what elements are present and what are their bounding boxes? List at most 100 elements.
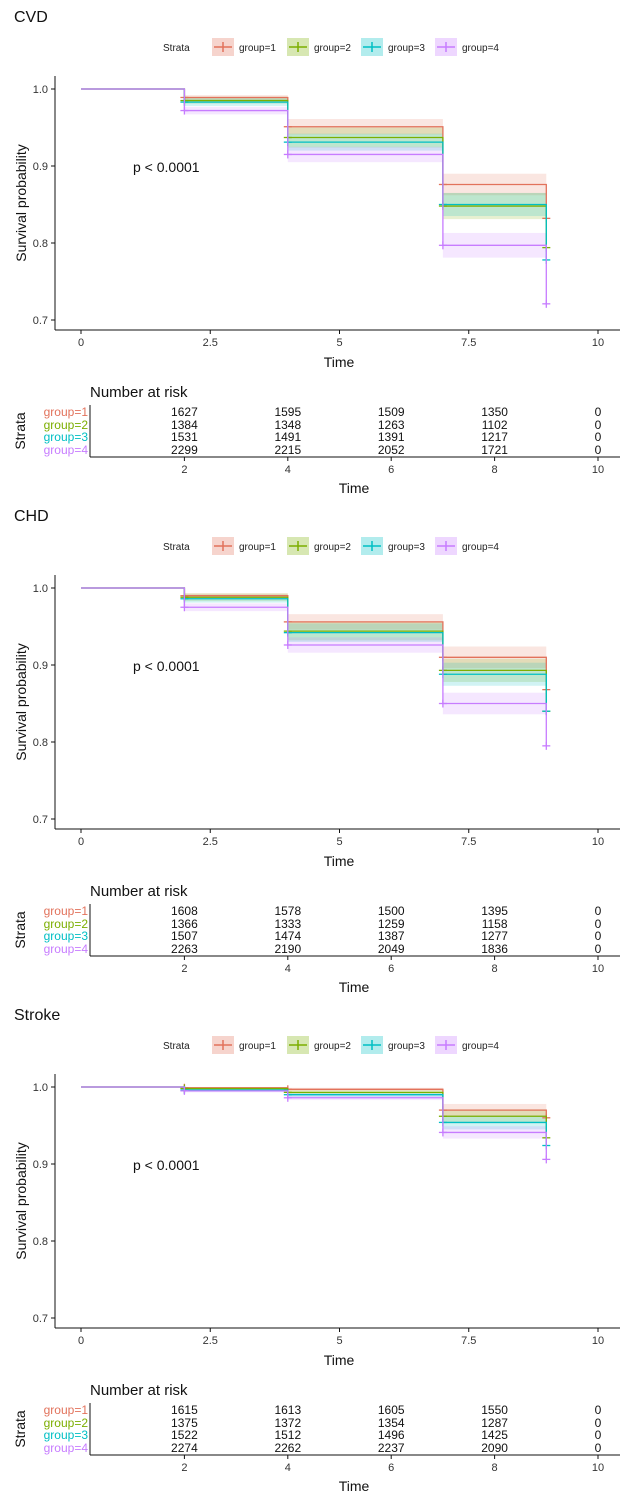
chd-risk-count: 0: [595, 904, 602, 918]
stroke-risk-count: 0: [595, 1428, 602, 1442]
cvd-risk-count: 2052: [378, 443, 405, 457]
chd-x-tick-label: 10: [592, 836, 604, 848]
chd-y-tick-label: 1.0: [33, 583, 48, 595]
chd-y-tick-label: 0.8: [33, 737, 48, 749]
stroke-risk-count: 0: [595, 1403, 602, 1417]
chd-y-axis-label: Survival probability: [13, 643, 29, 761]
chd-risk-count: 2190: [274, 942, 301, 956]
stroke-x-tick-label: 2.5: [203, 1335, 218, 1347]
cvd-censor-mark-group-4-0: [180, 106, 189, 115]
cvd-x-tick-label: 5: [336, 337, 342, 349]
stroke-censor-mark-group-4-0: [180, 1086, 189, 1095]
stroke-risk-x-tick-label: 6: [388, 1462, 394, 1474]
chd-risk-x-tick-label: 6: [388, 963, 394, 975]
chd-risk-count: 1836: [481, 942, 508, 956]
cvd-censor-mark-group-4-2: [438, 241, 447, 250]
cvd-x-tick-label: 10: [592, 337, 604, 349]
chd-legend-label-group-2: group=2: [314, 542, 351, 553]
cvd-risk-table-xlabel: Time: [339, 480, 370, 496]
stroke-x-tick-label: 10: [592, 1335, 604, 1347]
chd-p-value: p < 0.0001: [133, 658, 200, 674]
cvd-censor-mark-group-4-3: [542, 299, 551, 308]
stroke-legend-title: Strata: [163, 1041, 190, 1052]
chd-risk-row-label-group-3: group=3: [44, 929, 89, 943]
stroke-legend-item-group-2: group=2: [287, 1036, 351, 1054]
stroke-risk-x-tick-label: 2: [181, 1462, 187, 1474]
stroke-risk-count: 1613: [274, 1403, 301, 1417]
chd-legend-label-group-3: group=3: [388, 542, 425, 553]
cvd-risk-row-label-group-1: group=1: [44, 405, 89, 419]
cvd-risk-row-label-group-2: group=2: [44, 418, 89, 432]
chd-risk-count: 1259: [378, 917, 405, 931]
chd-risk-count: 1578: [274, 904, 301, 918]
chd-risk-count: 1387: [378, 929, 405, 943]
chd-censor-mark-group-4-1: [283, 640, 292, 649]
chd-censor-mark-group-4-3: [542, 741, 551, 750]
chd-risk-x-tick-label: 8: [492, 963, 498, 975]
stroke-y-tick-label: 1.0: [33, 1082, 48, 1094]
cvd-risk-count: 2299: [171, 443, 198, 457]
chd-legend-item-group-2: group=2: [287, 537, 351, 555]
stroke-legend-item-group-4: group=4: [435, 1036, 499, 1054]
stroke-x-tick-label: 7.5: [461, 1335, 476, 1347]
stroke-risk-count: 1550: [481, 1403, 508, 1417]
stroke-risk-count: 2262: [274, 1441, 301, 1455]
cvd-legend-item-group-3: group=3: [361, 38, 425, 56]
stroke-risk-count: 1496: [378, 1428, 405, 1442]
stroke-legend-label-group-4: group=4: [462, 1041, 499, 1052]
chd-risk-count: 1277: [481, 929, 508, 943]
chd-legend-label-group-1: group=1: [239, 542, 276, 553]
stroke-risk-row-label-group-2: group=2: [44, 1416, 89, 1430]
chd-risk-count: 1366: [171, 917, 198, 931]
cvd-y-tick-label: 0.9: [33, 161, 48, 173]
cvd-legend-label-group-1: group=1: [239, 43, 276, 54]
cvd-risk-x-tick-label: 10: [592, 464, 604, 476]
chd-plot-area: [81, 587, 551, 750]
cvd-legend-label-group-2: group=2: [314, 43, 351, 54]
stroke-risk-count: 1375: [171, 1416, 198, 1430]
cvd-p-value: p < 0.0001: [133, 159, 200, 175]
stroke-risk-count: 1605: [378, 1403, 405, 1417]
cvd-risk-x-tick-label: 6: [388, 464, 394, 476]
stroke-risk-count: 1425: [481, 1428, 508, 1442]
stroke-risk-count: 2274: [171, 1441, 198, 1455]
stroke-risk-count: 0: [595, 1416, 602, 1430]
chd-risk-row-label-group-1: group=1: [44, 904, 89, 918]
cvd-risk-count: 1721: [481, 443, 508, 457]
cvd-risk-count: 1509: [378, 405, 405, 419]
stroke-risk-count: 1354: [378, 1416, 405, 1430]
cvd-x-axis-label: Time: [324, 354, 355, 370]
chd-risk-x-tick-label: 10: [592, 963, 604, 975]
cvd-censor-mark-group-4-1: [283, 150, 292, 159]
stroke-risk-count: 2237: [378, 1441, 405, 1455]
cvd-legend-item-group-2: group=2: [287, 38, 351, 56]
cvd-legend-item-group-1: group=1: [212, 38, 276, 56]
chd-risk-row-label-group-4: group=4: [44, 942, 89, 956]
stroke-risk-row-label-group-4: group=4: [44, 1441, 89, 1455]
cvd-risk-count: 2215: [274, 443, 301, 457]
cvd-risk-x-tick-label: 4: [285, 464, 291, 476]
cvd-risk-count: 0: [595, 430, 602, 444]
chd-risk-count: 0: [595, 942, 602, 956]
stroke-legend-label-group-2: group=2: [314, 1041, 351, 1052]
chd-risk-table-title: Number at risk: [90, 883, 188, 900]
cvd-risk-count: 1350: [481, 405, 508, 419]
chd-y-tick-label: 0.7: [33, 814, 48, 826]
chd-censor-mark-group-4-0: [180, 603, 189, 612]
stroke-risk-table-ylabel: Strata: [12, 1410, 28, 1448]
cvd-legend-label-group-3: group=3: [388, 43, 425, 54]
stroke-y-tick-label: 0.7: [33, 1313, 48, 1325]
chd-risk-count: 0: [595, 917, 602, 931]
stroke-legend-item-group-3: group=3: [361, 1036, 425, 1054]
cvd-risk-count: 1491: [274, 430, 301, 444]
cvd-legend-item-group-4: group=4: [435, 38, 499, 56]
chd-legend-item-group-3: group=3: [361, 537, 425, 555]
chd-x-axis-label: Time: [324, 853, 355, 869]
chd-legend-title: Strata: [163, 542, 190, 553]
cvd-legend-label-group-4: group=4: [462, 43, 499, 54]
stroke-x-tick-label: 0: [78, 1335, 84, 1347]
cvd-chart-title: CVD: [14, 9, 48, 26]
